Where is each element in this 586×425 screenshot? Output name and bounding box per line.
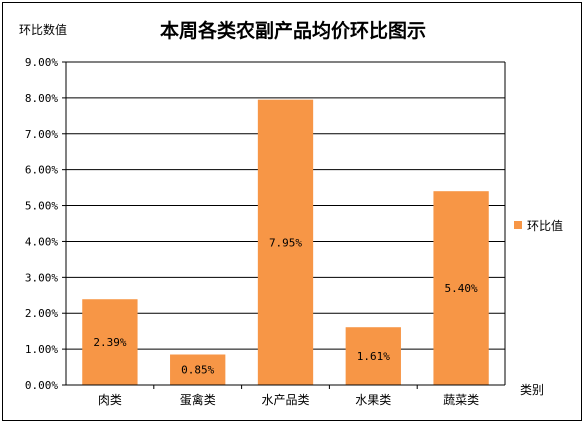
legend-swatch (514, 221, 522, 229)
bar (345, 327, 401, 385)
y-tick-label: 7.00% (25, 128, 58, 141)
x-tick-label: 蛋禽类 (180, 392, 216, 407)
y-tick-label: 9.00% (25, 56, 58, 69)
axes (62, 61, 506, 389)
data-label: 2.39% (93, 336, 126, 349)
y-tick-label: 3.00% (25, 271, 58, 284)
bars (82, 99, 489, 385)
bar (433, 191, 489, 385)
y-axis-label: 环比数值 (19, 22, 67, 37)
data-label: 1.61% (357, 350, 390, 363)
bar (170, 354, 226, 385)
legend: 环比值 (514, 218, 563, 233)
bar (82, 299, 138, 385)
y-tick-label: 5.00% (25, 200, 58, 213)
x-tick-label: 水产品类 (261, 393, 309, 407)
legend-label: 环比值 (527, 218, 563, 233)
x-tick-label: 水果类 (355, 393, 391, 407)
data-label: 7.95% (269, 236, 302, 249)
y-tick-label: 4.00% (25, 235, 58, 248)
y-tick-label: 0.00% (25, 379, 58, 392)
data-label: 0.85% (181, 364, 214, 377)
x-tick-label: 肉类 (98, 393, 122, 407)
y-tick-label: 6.00% (25, 164, 58, 177)
bar-chart: 本周各类农副产品均价环比图示 环比数值 类别 0.00% 1.00% 2.00% 3.… (19, 19, 563, 407)
y-tick-labels: 0.00% 1.00% 2.00% 3.00% 4.00% 5.00% 6.00% 7.00%… (25, 56, 58, 392)
bar (257, 99, 314, 385)
chart-title: 本周各类农副产品均价环比图示 (160, 19, 426, 42)
y-tick-label: 8.00% (25, 92, 58, 105)
x-tick-label: 蔬菜类 (443, 393, 479, 407)
y-tick-label: 1.00% (25, 343, 58, 356)
x-axis-label: 类别 (520, 383, 544, 397)
data-label: 5.40% (445, 282, 478, 295)
x-tick-labels: 肉类 蛋禽类 水产品类 水果类 蔬菜类 (98, 392, 479, 407)
data-labels: 2.39% 0.85% 7.95% 1.61% 5.40% (93, 236, 478, 376)
chart-frame: 本周各类农副产品均价环比图示 环比数值 类别 0.00% 1.00% 2.00% 3.… (2, 2, 582, 421)
y-tick-label: 2.00% (25, 307, 58, 320)
